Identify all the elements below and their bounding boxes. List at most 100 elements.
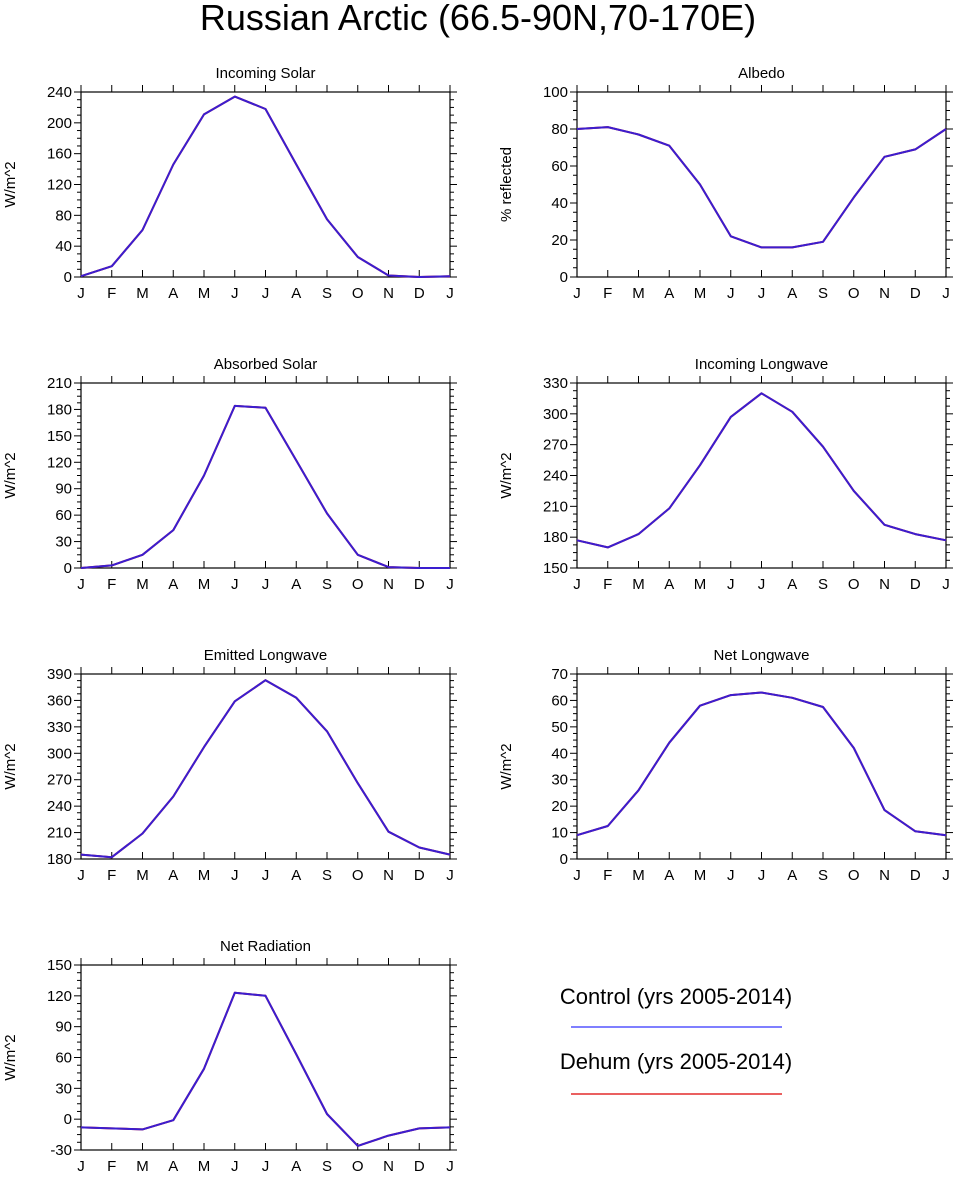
x-tick-label: F [603, 576, 612, 593]
legend-label-control: Control (yrs 2005-2014) [560, 984, 792, 1009]
y-tick-label: 60 [55, 507, 72, 524]
plot-frame [80, 673, 451, 860]
x-tick-label: D [910, 867, 921, 884]
y-tick-label: 0 [560, 851, 568, 868]
x-tick-label: N [383, 867, 394, 884]
x-tick-label: N [383, 285, 394, 302]
y-tick-label: 240 [47, 798, 72, 815]
x-tick-label: S [818, 867, 828, 884]
panel-title: Incoming Solar [215, 65, 315, 82]
x-tick-label: F [107, 576, 116, 593]
y-axis-label: W/m^2 [2, 161, 19, 207]
x-tick-label: F [107, 285, 116, 302]
x-tick-label: N [879, 285, 890, 302]
y-tick-label: 270 [47, 772, 72, 789]
y-tick-label: 40 [551, 745, 568, 762]
x-tick-label: J [573, 285, 581, 302]
plot-frame [80, 91, 451, 278]
series-line-dehum [80, 679, 451, 859]
panel-absorbed-solar: J F M A M J J A S O N D J0306090120150180210Absorbed… [2, 356, 457, 593]
x-tick-label: A [291, 576, 301, 593]
series-line-control [80, 95, 451, 278]
y-tick-label: 10 [551, 825, 568, 842]
y-tick-label: 30 [551, 772, 568, 789]
y-tick-label: 150 [47, 428, 72, 445]
x-tick-label: M [632, 576, 645, 593]
x-tick-label: M [198, 1158, 211, 1175]
y-tick-label: 120 [47, 177, 72, 194]
plot-frame [576, 382, 947, 569]
y-tick-label: 200 [47, 115, 72, 132]
panel-title: Absorbed Solar [214, 356, 317, 373]
y-tick-label: 60 [55, 1050, 72, 1067]
series-line-control [80, 679, 451, 859]
x-tick-label: D [414, 867, 425, 884]
y-tick-label: 180 [47, 851, 72, 868]
series-line-dehum [80, 991, 451, 1147]
plot-frame [80, 382, 451, 569]
x-tick-label: O [352, 1158, 364, 1175]
series-line-dehum [576, 126, 947, 249]
x-tick-label: D [910, 576, 921, 593]
x-tick-label: J [758, 285, 766, 302]
series-line-control [576, 691, 947, 837]
x-tick-label: S [322, 1158, 332, 1175]
x-tick-label: O [848, 576, 860, 593]
y-tick-label: 30 [55, 534, 72, 551]
panel-title: Net Radiation [220, 938, 311, 955]
y-tick-label: 180 [543, 529, 568, 546]
x-tick-label: M [198, 867, 211, 884]
y-tick-label: 240 [543, 468, 568, 485]
y-tick-label: 0 [64, 269, 72, 286]
plot-frame [576, 673, 947, 860]
x-tick-label: N [383, 1158, 394, 1175]
x-tick-label: J [231, 576, 239, 593]
x-tick-label: N [879, 576, 890, 593]
y-tick-label: 80 [551, 121, 568, 138]
x-tick-label: J [77, 285, 85, 302]
legend: Control (yrs 2005-2014) Dehum (yrs 2005-… [560, 984, 792, 1095]
x-tick-label: A [168, 285, 178, 302]
series-line-dehum [576, 392, 947, 549]
x-tick-label: M [136, 576, 149, 593]
y-tick-label: 160 [47, 146, 72, 163]
x-tick-label: J [262, 1158, 270, 1175]
y-tick-label: 80 [55, 207, 72, 224]
y-tick-label: 100 [543, 84, 568, 101]
panel-title: Albedo [738, 65, 785, 82]
x-tick-label: J [758, 576, 766, 593]
x-tick-label: J [231, 285, 239, 302]
y-tick-label: 20 [551, 798, 568, 815]
x-tick-label: A [664, 576, 674, 593]
x-tick-label: M [136, 1158, 149, 1175]
x-tick-label: J [942, 576, 950, 593]
legend-label-dehum: Dehum (yrs 2005-2014) [560, 1049, 792, 1074]
y-tick-label: 70 [551, 666, 568, 683]
y-axis-label: W/m^2 [2, 743, 19, 789]
plot-frame [80, 964, 451, 1151]
y-tick-label: 50 [551, 719, 568, 736]
y-tick-label: 300 [543, 406, 568, 423]
y-tick-label: 300 [47, 745, 72, 762]
x-tick-label: J [446, 285, 454, 302]
x-tick-label: A [291, 285, 301, 302]
y-axis-label: W/m^2 [498, 452, 515, 498]
y-tick-label: 120 [47, 454, 72, 471]
x-tick-label: M [632, 867, 645, 884]
y-tick-label: 210 [543, 498, 568, 515]
x-tick-label: A [787, 576, 797, 593]
y-tick-label: 240 [47, 84, 72, 101]
x-tick-label: F [107, 1158, 116, 1175]
x-tick-label: D [414, 576, 425, 593]
y-tick-label: 0 [64, 1111, 72, 1128]
y-tick-label: 60 [551, 158, 568, 175]
y-axis-label: W/m^2 [2, 1034, 19, 1080]
y-tick-label: 210 [47, 825, 72, 842]
x-tick-label: J [231, 867, 239, 884]
x-tick-label: J [573, 576, 581, 593]
y-tick-label: 40 [551, 195, 568, 212]
x-tick-label: J [446, 576, 454, 593]
